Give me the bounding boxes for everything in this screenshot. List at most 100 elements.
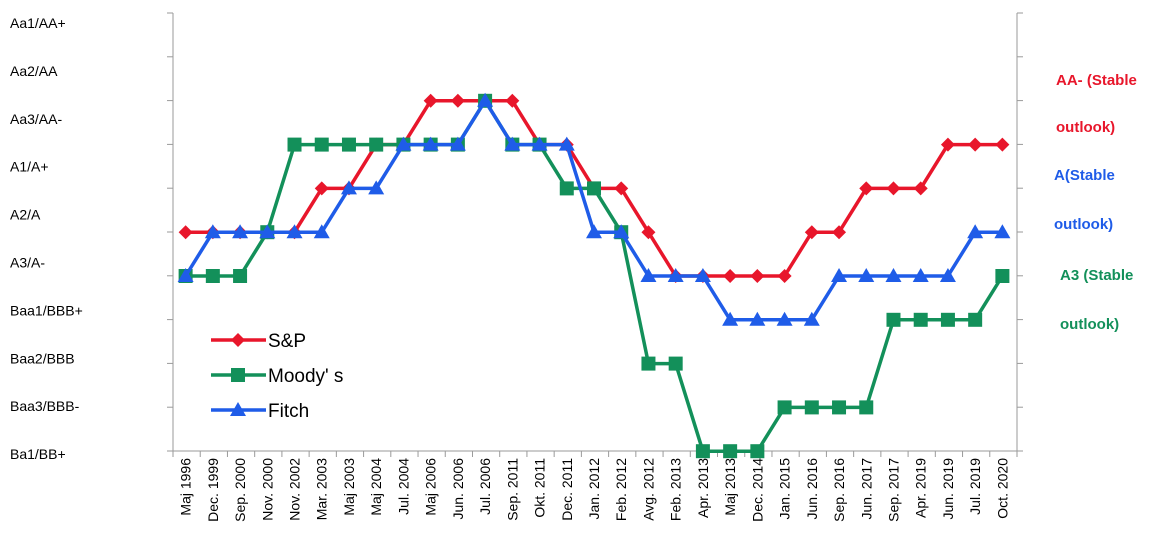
y-tick-label: A3/A- [10, 255, 45, 271]
data-point-square [913, 312, 928, 327]
data-point-triangle [885, 268, 902, 282]
data-point-diamond [723, 269, 738, 283]
data-point-triangle [395, 136, 412, 151]
data-point-triangle [994, 224, 1011, 239]
data-point-diamond [832, 225, 847, 240]
data-point-diamond [505, 93, 520, 108]
data-point-triangle [340, 180, 357, 195]
annotation-line: outlook) [1054, 216, 1113, 233]
annotation: A(Stable outlook) [1054, 167, 1115, 233]
x-tick-label: Nov. 2002 [287, 458, 303, 521]
annotation-line: outlook) [1056, 119, 1115, 136]
x-tick-label: Feb. 2013 [668, 458, 684, 521]
data-point-triangle [967, 224, 984, 239]
x-tick-label: Maj 2006 [423, 458, 439, 516]
data-point-triangle [613, 224, 630, 239]
x-tick-label: Maj 2013 [722, 458, 738, 516]
data-point-triangle [504, 136, 521, 151]
data-point-diamond [995, 137, 1010, 152]
data-point-triangle [749, 311, 766, 326]
annotation-line: A3 (Stable [1060, 267, 1133, 284]
series-fitch [177, 92, 1011, 326]
data-point-triangle [640, 268, 657, 282]
y-tick-label: Aa3/AA- [10, 111, 62, 127]
x-tick-label: Mar. 2003 [314, 458, 330, 520]
data-point-diamond [450, 93, 465, 108]
data-point-square [587, 181, 601, 196]
data-point-square [287, 137, 302, 152]
y-tick-label: A2/A [10, 207, 41, 223]
data-point-square [369, 137, 384, 152]
x-tick-label: Jul. 2004 [395, 458, 411, 515]
data-point-diamond [804, 225, 819, 240]
x-tick-label: Jun. 2017 [858, 458, 874, 520]
data-point-triangle [422, 136, 439, 151]
data-point-diamond [777, 269, 792, 283]
annotation: AA- (Stable outlook) [1056, 72, 1137, 136]
data-point-square [233, 269, 248, 283]
data-point-diamond [968, 137, 983, 152]
x-tick-label: Jul. 2006 [477, 458, 493, 515]
legend: S&P Moody' s Fitch [211, 331, 343, 422]
legend-label: S&P [268, 331, 306, 352]
data-point-triangle [204, 224, 221, 239]
data-point-square [668, 356, 683, 371]
data-point-triangle [803, 311, 820, 326]
x-tick-label: Jun. 2006 [450, 458, 466, 520]
y-tick-label: A1/A+ [10, 159, 49, 175]
data-point-diamond [859, 181, 874, 196]
legend-item: S&P [211, 331, 306, 352]
data-point-diamond [886, 181, 901, 196]
data-point-triangle [232, 224, 249, 239]
data-point-square [723, 444, 738, 459]
x-tick-label: Dec. 1999 [205, 458, 221, 522]
x-tick-labels: Maj 1996 Dec. 1999 Sep. 2000 Nov. 2000 Nov. … [178, 458, 1011, 522]
x-tick-label: Jan. 2015 [777, 458, 793, 520]
x-tick-label: Apr. 2013 [695, 458, 711, 518]
x-tick-label: Jun. 2019 [940, 458, 956, 520]
data-point-diamond [614, 181, 629, 196]
x-tick-label: Nov. 2000 [259, 458, 275, 521]
data-point-square [559, 181, 574, 196]
legend-item: Fitch [211, 401, 309, 422]
y-tick-label: Ba1/BB+ [10, 446, 66, 462]
data-point-triangle [313, 224, 330, 239]
x-tick-label: Sep. 2000 [232, 458, 248, 522]
data-point-square [341, 137, 356, 152]
data-point-square [641, 356, 656, 371]
data-point-diamond [423, 93, 438, 108]
series-lines [177, 92, 1011, 459]
data-point-square [750, 444, 765, 459]
data-point-triangle [912, 268, 929, 282]
data-point-triangle [531, 136, 548, 151]
data-point-triangle [558, 136, 575, 151]
legend-label: Moody' s [268, 366, 343, 387]
x-tick-label: Apr. 2019 [913, 458, 929, 518]
data-point-triangle [831, 268, 848, 282]
y-tick-label: Aa2/AA [10, 63, 58, 79]
axes [167, 12, 1023, 457]
data-point-diamond [940, 137, 955, 152]
data-point-triangle [477, 92, 494, 107]
x-tick-label: Maj 2003 [341, 458, 357, 516]
x-tick-label: Okt. 2011 [532, 458, 548, 518]
data-point-square [995, 269, 1010, 283]
data-point-diamond [231, 333, 245, 347]
y-tick-labels: Aa1/AA+ Aa2/AA Aa3/AA- A1/A+ A2/A A3/A- Baa1/B… [10, 15, 83, 462]
data-point-triangle [177, 268, 194, 282]
x-tick-label: Maj 2004 [368, 458, 384, 516]
data-point-triangle [722, 311, 739, 326]
data-point-square [695, 444, 710, 459]
data-point-square [205, 269, 220, 283]
x-tick-label: Maj 1996 [178, 458, 194, 516]
x-tick-label: Sep. 2017 [885, 458, 901, 522]
annotation-line: AA- (Stable [1056, 72, 1137, 89]
y-tick-label: Aa1/AA+ [10, 15, 66, 31]
data-point-diamond [178, 225, 193, 240]
data-point-triangle [694, 268, 711, 282]
data-point-square [859, 400, 874, 415]
data-point-diamond [641, 225, 656, 240]
x-tick-label: Feb. 2012 [613, 458, 629, 521]
x-tick-label: Oct. 2020 [994, 458, 1010, 519]
